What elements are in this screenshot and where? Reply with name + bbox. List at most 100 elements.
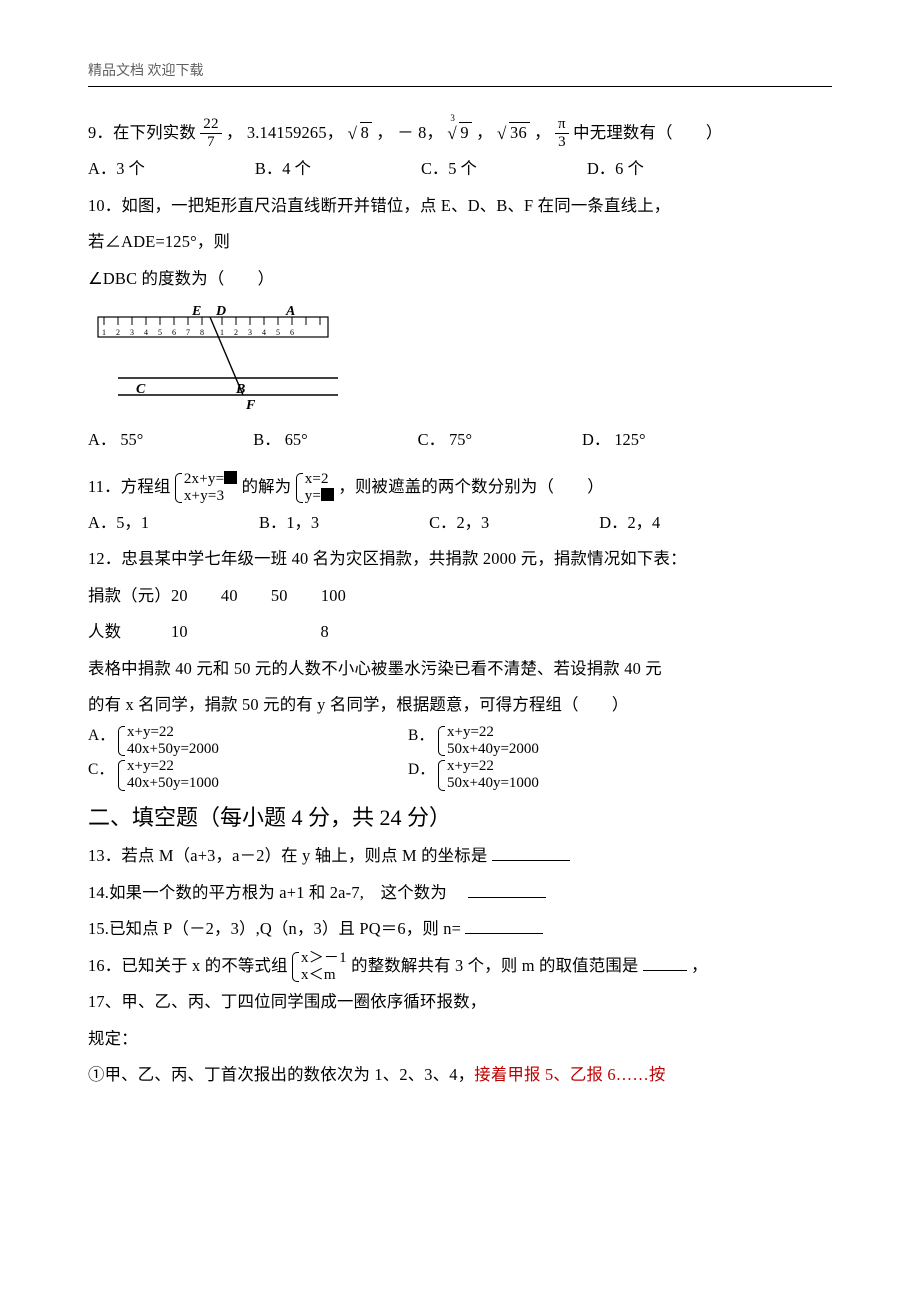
q12-label-c: C． xyxy=(88,758,118,782)
q10-opt-a: A． 55° xyxy=(88,422,143,458)
q12-opt-c: C． x+y=22 40x+50y=1000 xyxy=(88,758,408,793)
q12-l1: 12．忠县某中学七年级一班 40 名为灾区捐款，共捐款 2000 元，捐款情况如… xyxy=(88,541,832,577)
section-2-heading: 二、填空题（每小题 4 分，共 24 分） xyxy=(88,797,832,839)
svg-text:4: 4 xyxy=(144,328,148,337)
q10-l2: 若∠ADE=125°，则 xyxy=(88,224,832,260)
q12-b1: x+y=22 xyxy=(447,724,539,741)
q14-text: 14.如果一个数的平方根为 a+1 和 2a-7, 这个数为 xyxy=(88,883,464,902)
q10-l3: ∠DBC 的度数为（ ） xyxy=(88,261,832,297)
q9-opt-b: B．4 个 xyxy=(255,151,311,187)
q12-d2: 50x+40y=1000 xyxy=(447,775,539,792)
q12-sys-c: x+y=22 40x+50y=1000 xyxy=(118,758,219,793)
svg-text:3: 3 xyxy=(248,328,252,337)
q12-sys-d: x+y=22 50x+40y=1000 xyxy=(438,758,539,793)
svg-text:1: 1 xyxy=(102,328,106,337)
q9-sqrt8: 8 xyxy=(348,115,372,151)
q12-label-a: A． xyxy=(88,724,118,748)
q11-options: A．5，1 B．1，3 C．2，3 D．2，4 xyxy=(88,505,832,541)
q9-mid1: ， 3.14159265， xyxy=(226,123,343,142)
svg-text:5: 5 xyxy=(276,328,280,337)
q9-frac-num: 22 xyxy=(200,117,221,134)
header-note: 精品文档 欢迎下载 xyxy=(88,60,832,80)
q14-blank xyxy=(468,880,546,898)
q10-opt-d: D． 125° xyxy=(582,422,645,458)
q11-tail: ，则被遮盖的两个数分别为（ ） xyxy=(338,477,603,496)
q15-blank xyxy=(465,916,543,934)
q12-a1: x+y=22 xyxy=(127,724,219,741)
q11-opt-b: B．1，3 xyxy=(259,505,319,541)
q17-l3b: 接着甲报 5、乙报 6……按 xyxy=(474,1065,665,1084)
svg-text:4: 4 xyxy=(262,328,266,337)
q11-sys1-r1: 2x+y= xyxy=(184,471,224,487)
q17-l1: 17、甲、乙、丙、丁四位同学围成一圈依序循环报数， xyxy=(88,984,832,1020)
q14: 14.如果一个数的平方根为 a+1 和 2a-7, 这个数为 xyxy=(88,875,832,911)
black-box-icon xyxy=(224,471,237,484)
q9-suffix: 中无理数有（ ） xyxy=(573,123,722,142)
svg-text:7: 7 xyxy=(186,328,190,337)
svg-text:3: 3 xyxy=(130,328,134,337)
q9-frac-pi-3: π 3 xyxy=(555,117,569,150)
q16-r2: x＜m xyxy=(301,967,347,984)
q13-text: 13．若点 M（a+3，a－2）在 y 轴上，则点 M 的坐标是 xyxy=(88,846,487,865)
label-D: D xyxy=(215,304,226,319)
q9-cbrt9-rad: 9 xyxy=(459,122,471,142)
q10-opt-b: B． 65° xyxy=(253,422,307,458)
q16-sys: x＞－1 x＜m xyxy=(292,950,347,985)
q9-sqrt36: 36 xyxy=(497,115,530,151)
cube-root-index: 3 xyxy=(450,109,455,129)
label-B: B xyxy=(235,382,245,397)
q10-l1: 10．如图，一把矩形直尺沿直线断开并错位，点 E、D、B、F 在同一条直线上， xyxy=(88,188,832,224)
q12-a2: 40x+50y=2000 xyxy=(127,741,219,758)
q16-r1: x＞－1 xyxy=(301,950,347,967)
q9-opt-d: D．6 个 xyxy=(587,151,644,187)
q12-sys-a: x+y=22 40x+50y=2000 xyxy=(118,724,219,759)
q9-opt-c: C．5 个 xyxy=(421,151,477,187)
q12-options: A． x+y=22 40x+50y=2000 B． x+y=22 50x+40y… xyxy=(88,724,832,793)
q12-c1: x+y=22 xyxy=(127,758,219,775)
q13: 13．若点 M（a+3，a－2）在 y 轴上，则点 M 的坐标是 xyxy=(88,838,832,874)
svg-text:2: 2 xyxy=(116,328,120,337)
q12-sys-b: x+y=22 50x+40y=2000 xyxy=(438,724,539,759)
svg-text:6: 6 xyxy=(172,328,176,337)
q11-lead: 11．方程组 xyxy=(88,477,171,496)
q9-cbrt9: 39 xyxy=(447,115,471,151)
svg-text:1: 1 xyxy=(220,328,224,337)
q9-frac-den: 7 xyxy=(200,134,221,150)
q17-l3a: ①甲、乙、丙、丁首次报出的数依次为 1、2、3、4， xyxy=(88,1065,474,1084)
svg-text:2: 2 xyxy=(234,328,238,337)
label-E: E xyxy=(191,304,201,319)
q13-blank xyxy=(492,843,570,861)
q9-mid3: ， xyxy=(476,123,493,142)
q11-sys2: x=2 y= xyxy=(296,471,334,506)
q12-b2: 50x+40y=2000 xyxy=(447,741,539,758)
q9-fracpi-den: 3 xyxy=(555,134,569,150)
q17-l2: 规定： xyxy=(88,1021,832,1057)
q9-prefix: 9．在下列实数 xyxy=(88,123,200,142)
q10-opt-c: C． 75° xyxy=(418,422,472,458)
q17-l3: ①甲、乙、丙、丁首次报出的数依次为 1、2、3、4，接着甲报 5、乙报 6……按 xyxy=(88,1057,832,1093)
q9-stem: 9．在下列实数 22 7 ， 3.14159265， 8 ， － 8， 39 ，… xyxy=(88,115,832,151)
q10-figure: 123 456 78 123 456 E D A C B F xyxy=(88,303,832,420)
q16-mid: 的整数解共有 3 个，则 m 的取值范围是 xyxy=(351,956,638,975)
q12-label-d: D． xyxy=(408,758,438,782)
label-F: F xyxy=(245,398,256,413)
svg-text:8: 8 xyxy=(200,328,204,337)
q12-label-b: B． xyxy=(408,724,438,748)
q15: 15.已知点 P（－2，3）,Q（n，3）且 PQ＝6，则 n= xyxy=(88,911,832,947)
q9-sqrt36-rad: 36 xyxy=(509,122,530,142)
black-box-icon xyxy=(321,488,334,501)
q9-opt-a: A．3 个 xyxy=(88,151,145,187)
q16-lead: 16．已知关于 x 的不等式组 xyxy=(88,956,292,975)
q11-stem: 11．方程组 2x+y= x+y=3 的解为 x=2 y= ，则被遮盖的两个数分… xyxy=(88,469,832,505)
q12-l4: 表格中捐款 40 元和 50 元的人数不小心被墨水污染已看不清楚、若设捐款 40… xyxy=(88,651,832,687)
q11-opt-d: D．2，4 xyxy=(599,505,660,541)
q12-row-n: 人数 10 8 xyxy=(88,614,832,650)
q11-opt-a: A．5，1 xyxy=(88,505,149,541)
q12-opt-a: A． x+y=22 40x+50y=2000 xyxy=(88,724,408,759)
label-A: A xyxy=(285,304,295,319)
q9-options: A．3 个 B．4 个 C．5 个 D．6 个 xyxy=(88,151,832,187)
q12-opt-b: B． x+y=22 50x+40y=2000 xyxy=(408,724,728,759)
q12-opt-d: D． x+y=22 50x+40y=1000 xyxy=(408,758,728,793)
header-rule xyxy=(88,86,832,87)
q12-row-h: 捐款（元）20 40 50 100 xyxy=(88,578,832,614)
